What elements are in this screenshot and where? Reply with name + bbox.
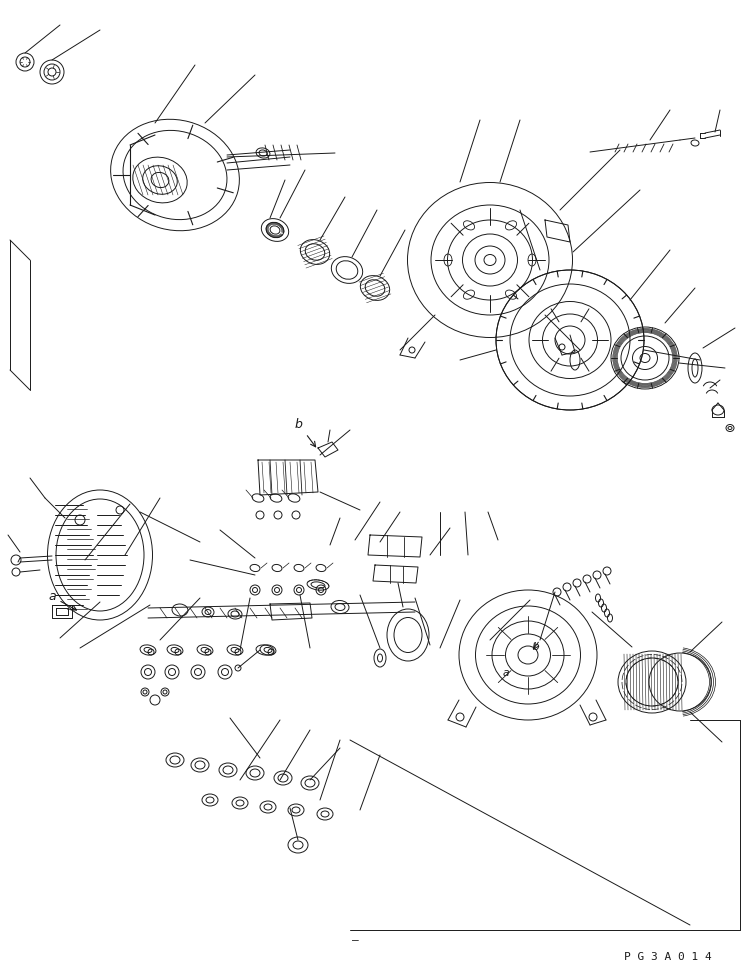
Text: a: a (502, 668, 509, 678)
Text: b: b (533, 642, 539, 652)
Text: P G 3 A 0 1 4: P G 3 A 0 1 4 (624, 952, 712, 962)
Text: –: – (352, 935, 358, 945)
Text: a: a (48, 590, 76, 610)
Text: b: b (295, 418, 315, 447)
